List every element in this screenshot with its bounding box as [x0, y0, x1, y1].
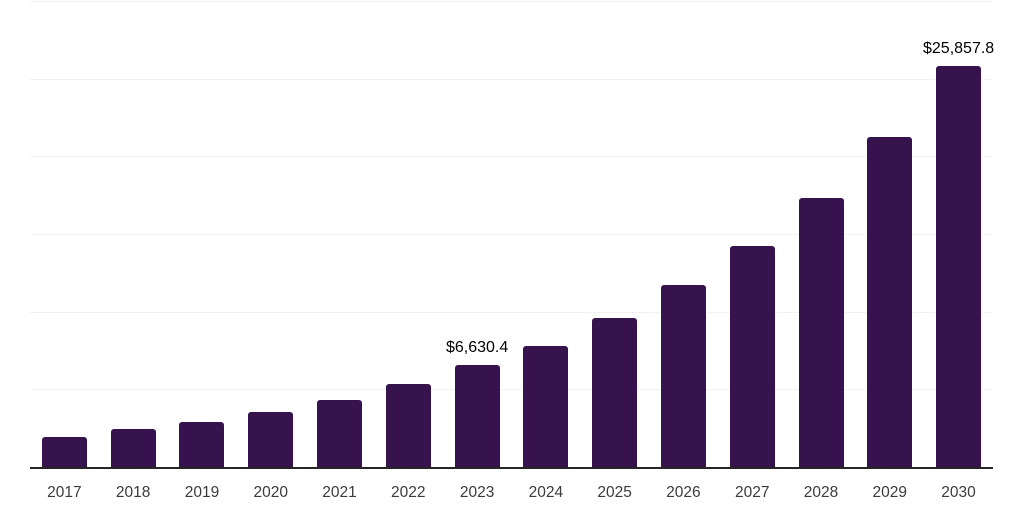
- bar-2030: [936, 66, 982, 468]
- gridline-15000: [30, 234, 993, 235]
- bar-2027: [729, 246, 775, 468]
- x-tick-2030: 2030: [941, 484, 976, 501]
- x-tick-2028: 2028: [803, 484, 839, 501]
- x-tick-2027: 2027: [734, 484, 770, 501]
- x-axis-labels: 2017 2018 2019 2020 2021 2022 2023 2024 2025 2026…: [30, 482, 993, 504]
- x-tick-2020: 2020: [253, 484, 288, 501]
- bar-2019: [179, 422, 225, 468]
- bar-2018: [110, 429, 156, 468]
- x-tick-2024: 2024: [528, 484, 564, 501]
- plot-area: $6,630.4 $25,857.8: [30, 1, 995, 469]
- x-tick-2029: 2029: [872, 484, 907, 501]
- bar-2024: [523, 345, 569, 468]
- bar-2023: [454, 365, 500, 468]
- x-tick-2022: 2022: [391, 484, 426, 501]
- bar-2021: [317, 399, 363, 468]
- gridline-20000: [30, 156, 993, 158]
- x-tick-2025: 2025: [597, 484, 632, 501]
- x-tick-2019: 2019: [184, 484, 220, 501]
- x-axis-line: [30, 467, 993, 469]
- x-tick-2023: 2023: [459, 484, 495, 501]
- data-label-2023: $6,630.4: [445, 339, 509, 357]
- x-tick-2018: 2018: [115, 484, 151, 501]
- gridline-25000: [30, 78, 993, 80]
- data-label-2030: $25,857.8: [923, 40, 995, 58]
- x-tick-2017: 2017: [47, 484, 82, 501]
- bar-2028: [798, 198, 844, 468]
- bar-2022: [385, 383, 431, 468]
- gridline-5000: [30, 389, 993, 391]
- bar-2017: [41, 436, 87, 468]
- x-tick-2021: 2021: [322, 484, 357, 501]
- bar-2029: [867, 137, 913, 468]
- bar-2025: [592, 317, 638, 468]
- gridline-10000: [30, 311, 993, 313]
- x-tick-2026: 2026: [666, 484, 701, 501]
- gridline-30000: [30, 1, 993, 2]
- bar-2026: [660, 285, 706, 468]
- bar-2020: [248, 411, 294, 468]
